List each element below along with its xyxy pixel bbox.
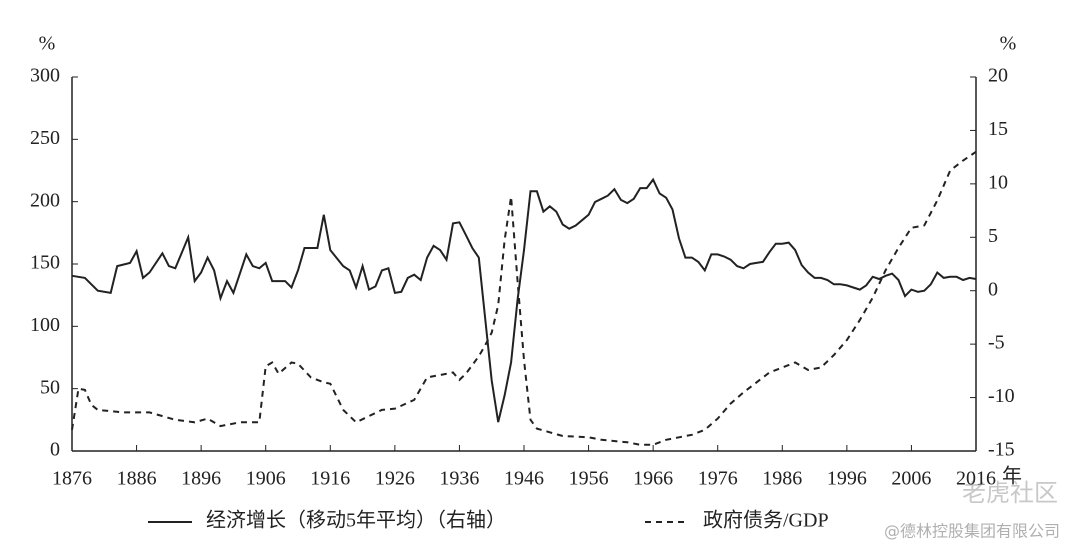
y2-unit-label: %: [1000, 33, 1017, 55]
credit: @德林控股集团有限公司: [884, 522, 1060, 541]
x-tick-label: 1986: [762, 468, 802, 490]
y-tick-label: 250: [30, 127, 60, 149]
x-tick-label: 1936: [439, 468, 479, 490]
y-unit-label: %: [39, 33, 56, 55]
x-tick-label: 1876: [52, 468, 92, 490]
y2-tick-label: 15: [988, 118, 1008, 140]
x-tick-label: 1926: [375, 468, 415, 490]
y-tick-label: 200: [30, 189, 60, 211]
x-tick-label: 1906: [246, 468, 286, 490]
y2-tick-label: 10: [988, 171, 1008, 193]
y2-tick-label: -10: [988, 385, 1015, 407]
series-line: [71, 150, 977, 446]
x-tick-label: 1996: [827, 468, 867, 490]
x-tick-label: 1966: [633, 468, 673, 490]
x-tick-label: 1896: [181, 468, 221, 490]
x-tick-label: 1956: [569, 468, 609, 490]
x-tick-label: 2006: [891, 468, 931, 490]
y-tick-label: 0: [50, 439, 60, 461]
x-tick-label: 1916: [310, 468, 350, 490]
y2-tick-label: 20: [988, 65, 1008, 87]
y2-tick-label: 5: [988, 225, 998, 247]
legend-label: 经济增长（移动5年平均）（右轴）: [206, 509, 506, 532]
y-tick-label: 150: [30, 252, 60, 274]
x-tick-label: 1886: [117, 468, 157, 490]
y2-tick-label: -5: [988, 332, 1005, 354]
legend-label: 政府债务/GDP: [703, 509, 829, 532]
y-tick-label: 300: [30, 65, 60, 87]
y-tick-label: 50: [40, 376, 60, 398]
y-tick-label: 100: [30, 314, 60, 336]
x-tick-label: 1946: [504, 468, 544, 490]
y2-tick-label: 0: [988, 278, 998, 300]
x-unit-label: 年: [1002, 465, 1022, 488]
watermark: 老虎社区: [962, 479, 1058, 507]
x-tick-label: 1976: [698, 468, 738, 490]
series-line: [71, 177, 977, 423]
x-tick-label: 2016: [956, 468, 996, 490]
y2-tick-label: -15: [988, 439, 1015, 461]
